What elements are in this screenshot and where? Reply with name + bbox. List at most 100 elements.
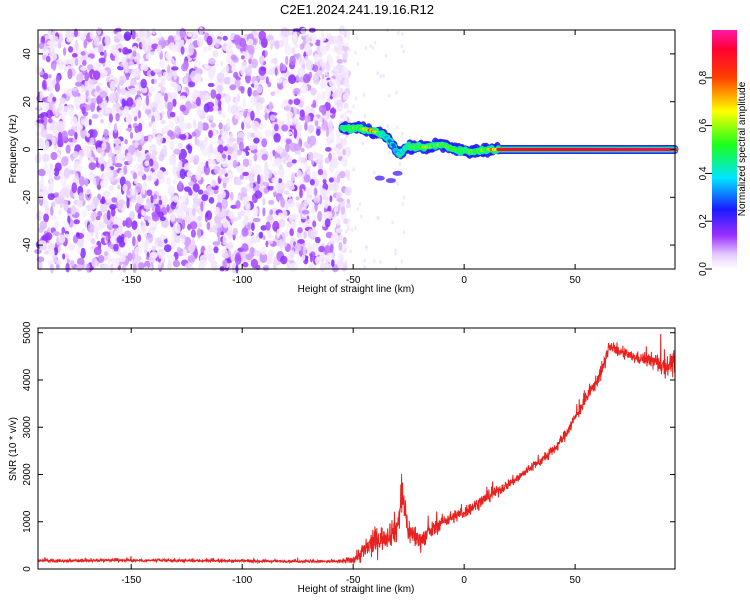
noise-blob bbox=[140, 78, 147, 89]
noise-blob bbox=[254, 95, 261, 100]
noise-blob bbox=[345, 29, 351, 40]
noise-blob bbox=[320, 188, 327, 197]
noise-blob bbox=[54, 82, 61, 92]
noise-blob bbox=[103, 190, 111, 199]
noise-blob bbox=[170, 191, 174, 202]
noise-blob bbox=[329, 243, 334, 253]
noise-blob bbox=[250, 110, 255, 121]
noise-speck bbox=[373, 259, 376, 264]
noise-blob bbox=[156, 113, 161, 122]
noise-blob bbox=[341, 156, 348, 168]
noise-blob bbox=[76, 73, 84, 83]
noise-blob bbox=[299, 96, 306, 101]
noise-blob bbox=[114, 54, 120, 64]
noise-blob bbox=[112, 49, 120, 57]
noise-blob bbox=[42, 153, 50, 163]
noise-blob bbox=[196, 167, 201, 172]
noise-blob bbox=[73, 219, 80, 225]
noise-blob bbox=[285, 138, 292, 144]
noise-blob bbox=[292, 37, 298, 42]
noise-blob bbox=[260, 225, 267, 231]
noise-blob bbox=[345, 146, 352, 158]
noise-blob bbox=[331, 92, 337, 98]
noise-blob bbox=[133, 194, 137, 201]
noise-blob bbox=[287, 192, 292, 199]
noise-blob bbox=[168, 155, 177, 166]
noise-blob bbox=[314, 120, 319, 127]
noise-blob bbox=[341, 51, 348, 61]
noise-blob bbox=[68, 107, 74, 118]
noise-blob bbox=[247, 38, 254, 46]
noise-blob bbox=[276, 228, 280, 239]
noise-blob bbox=[262, 148, 267, 153]
noise-blob bbox=[297, 227, 303, 234]
noise-blob bbox=[149, 222, 157, 228]
noise-blob bbox=[280, 26, 289, 38]
noise-blob bbox=[81, 106, 86, 115]
noise-blob bbox=[92, 70, 101, 80]
noise-blob bbox=[118, 125, 122, 136]
noise-blob bbox=[248, 181, 254, 189]
noise-blob bbox=[315, 236, 321, 244]
noise-blob bbox=[47, 95, 53, 103]
noise-blob bbox=[289, 228, 294, 237]
noise-blob bbox=[296, 169, 303, 179]
noise-blob bbox=[329, 108, 337, 114]
noise-speck bbox=[352, 167, 355, 172]
y-tick-label: 1000 bbox=[22, 510, 33, 533]
noise-blob bbox=[125, 217, 133, 229]
noise-blob bbox=[303, 199, 309, 207]
noise-blob bbox=[259, 174, 264, 184]
noise-blob bbox=[126, 197, 130, 209]
noise-blob bbox=[192, 207, 196, 218]
colorbar-label: Normalized spectral amplitude bbox=[737, 81, 748, 216]
noise-blob bbox=[280, 255, 288, 265]
noise-blob bbox=[145, 95, 150, 106]
noise-blob bbox=[93, 47, 99, 53]
noise-blob bbox=[290, 221, 297, 229]
noise-blob bbox=[304, 121, 308, 131]
noise-blob bbox=[55, 259, 62, 265]
noise-blob bbox=[89, 137, 95, 146]
noise-blob bbox=[227, 154, 231, 161]
noise-blob bbox=[237, 131, 245, 139]
noise-blob bbox=[74, 58, 79, 67]
noise-blob bbox=[190, 229, 196, 238]
noise-blob bbox=[323, 261, 329, 270]
noise-blob bbox=[121, 56, 126, 66]
noise-blob bbox=[262, 266, 269, 271]
noise-blob bbox=[315, 128, 321, 136]
noise-blob bbox=[314, 187, 318, 197]
noise-blob bbox=[176, 29, 180, 36]
noise-blob bbox=[132, 228, 140, 235]
noise-blob bbox=[288, 99, 293, 105]
noise-blob bbox=[294, 242, 302, 252]
noise-blob bbox=[218, 122, 223, 130]
noise-blob bbox=[76, 237, 85, 248]
noise-blob bbox=[208, 197, 215, 204]
noise-blob bbox=[121, 98, 126, 108]
noise-blob bbox=[178, 180, 183, 191]
noise-blob bbox=[270, 91, 276, 97]
spectrogram-x-axis-label: Height of straight line (km) bbox=[298, 284, 415, 295]
noise-blob bbox=[271, 163, 276, 168]
noise-blob bbox=[50, 125, 54, 131]
noise-blob bbox=[100, 51, 104, 56]
noise-blob bbox=[51, 136, 56, 146]
noise-blob bbox=[218, 31, 223, 37]
noise-blob bbox=[241, 243, 249, 252]
noise-blob bbox=[137, 144, 143, 152]
noise-blob bbox=[196, 227, 202, 239]
noise-blob bbox=[106, 209, 111, 221]
noise-blob bbox=[198, 222, 203, 228]
noise-blob bbox=[160, 234, 167, 240]
noise-blob bbox=[113, 123, 118, 134]
noise-blob bbox=[222, 130, 229, 138]
noise-blob bbox=[328, 120, 333, 131]
noise-blob bbox=[268, 199, 275, 205]
x-tick-label: -150 bbox=[121, 575, 141, 586]
noise-blob bbox=[299, 188, 303, 199]
noise-blob bbox=[160, 119, 167, 125]
noise-blob bbox=[101, 196, 106, 204]
noise-blob bbox=[253, 164, 262, 175]
